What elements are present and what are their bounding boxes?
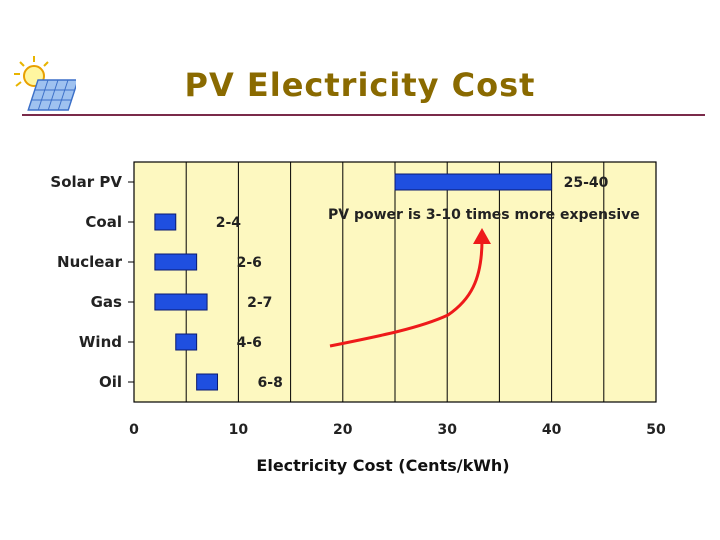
cost-bar xyxy=(154,293,208,311)
x-axis-label: Electricity Cost (Cents/kWh) xyxy=(256,456,509,475)
category-label: Solar PV xyxy=(50,173,122,191)
range-label: 6-8 xyxy=(258,375,283,391)
grid-lines xyxy=(185,162,605,402)
category-label: Wind xyxy=(79,333,122,351)
annotation-arrow xyxy=(329,239,484,348)
cost-bar xyxy=(196,373,219,391)
x-tick-label: 10 xyxy=(229,422,249,438)
range-label: 2-6 xyxy=(237,255,262,271)
arrow-head-icon xyxy=(473,228,491,244)
category-label: Nuclear xyxy=(57,253,123,271)
cost-bar xyxy=(394,173,553,191)
x-ticks: 0 10 20 30 40 50 xyxy=(129,422,666,438)
cost-bar xyxy=(154,213,177,231)
x-tick-label: 0 xyxy=(129,422,139,438)
x-tick-label: 20 xyxy=(333,422,353,438)
range-label: 2-4 xyxy=(216,215,242,231)
title-divider xyxy=(22,114,705,116)
range-label: 2-7 xyxy=(247,295,272,311)
category-label: Gas xyxy=(91,293,122,311)
x-tick-label: 40 xyxy=(542,422,562,438)
x-tick-label: 50 xyxy=(646,422,666,438)
range-labels: 25-40 2-4 2-6 2-7 4-6 6-8 xyxy=(216,175,609,391)
range-label: 25-40 xyxy=(564,175,609,191)
range-label: 4-6 xyxy=(237,335,262,351)
category-labels: Solar PV Coal Nuclear Gas Wind Oil xyxy=(50,173,134,391)
cost-bar xyxy=(175,333,198,351)
category-label: Oil xyxy=(99,373,122,391)
sun-solar-panel-icon xyxy=(10,54,79,116)
annotation-text: PV power is 3-10 times more expensive xyxy=(328,207,640,223)
bars xyxy=(154,173,553,391)
x-tick-label: 30 xyxy=(437,422,457,438)
slide-title: PV Electricity Cost xyxy=(184,66,536,104)
category-label: Coal xyxy=(85,213,122,231)
cost-bar xyxy=(154,253,198,271)
